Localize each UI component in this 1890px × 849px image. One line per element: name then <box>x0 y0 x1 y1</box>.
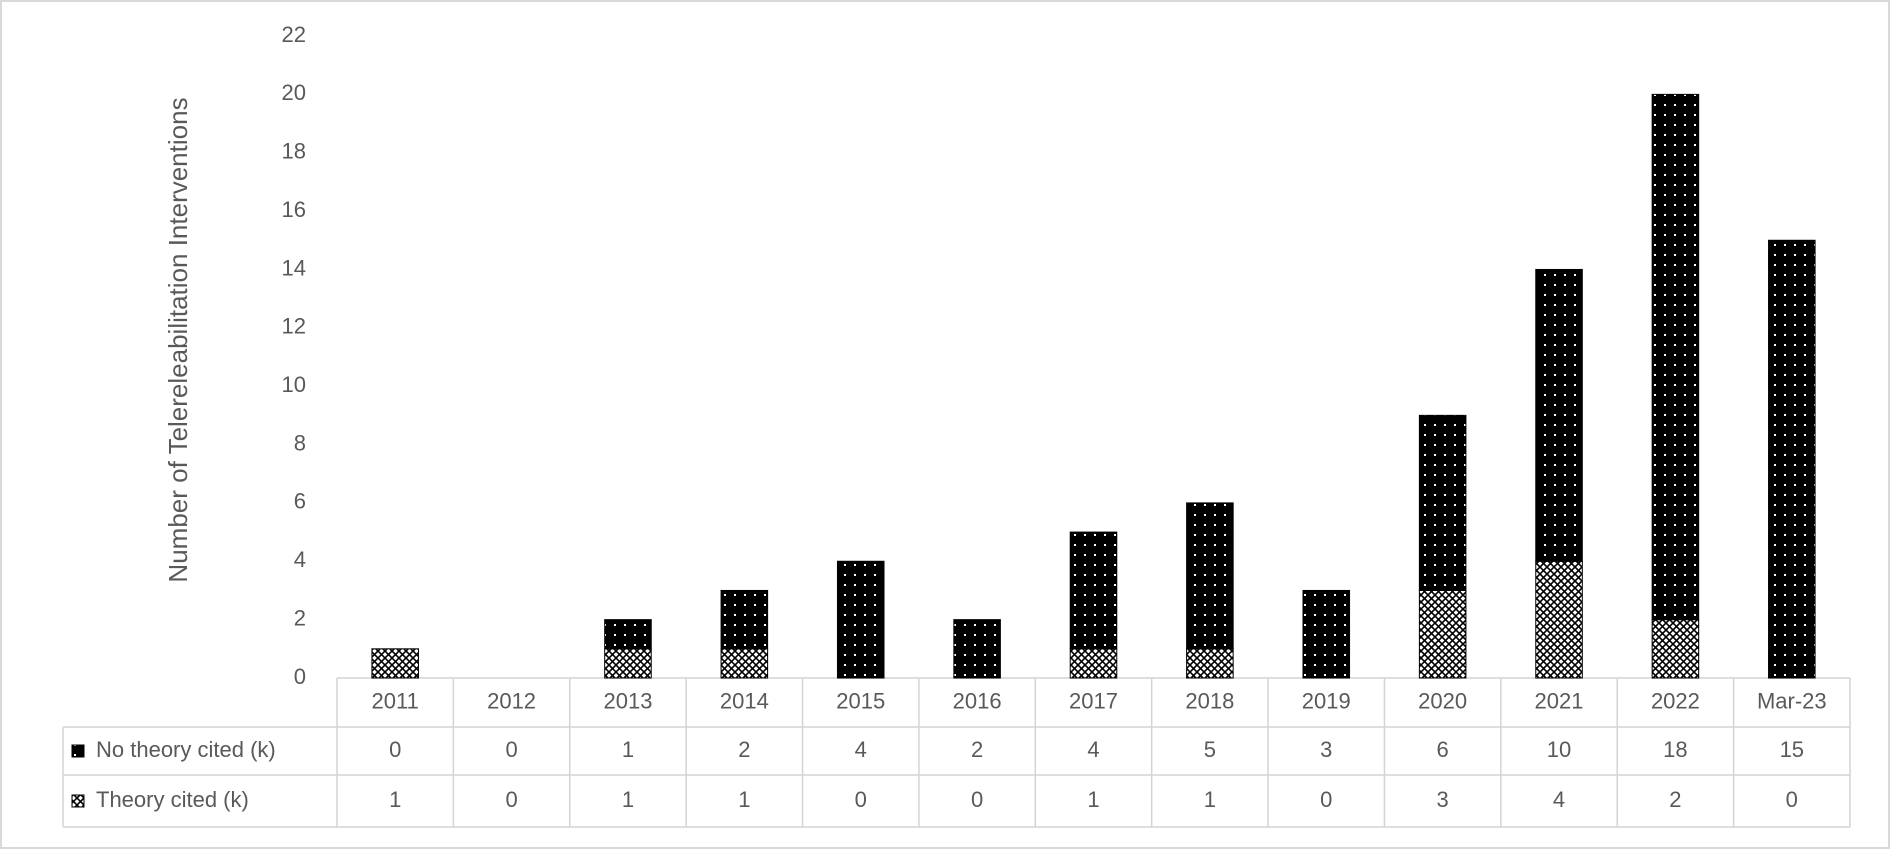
table-value: 1 <box>389 787 401 812</box>
bar-segment <box>1186 648 1234 679</box>
bar-segment <box>1535 560 1583 679</box>
table-value: 4 <box>1087 737 1099 762</box>
table-value: 1 <box>622 787 634 812</box>
table-value: 1 <box>738 787 750 812</box>
table-value: 0 <box>971 787 983 812</box>
table-value: 1 <box>622 737 634 762</box>
bar-segment <box>1302 589 1351 679</box>
table-value: 10 <box>1547 737 1571 762</box>
bar-segment <box>604 648 652 679</box>
x-tick-label: 2015 <box>836 688 885 713</box>
x-tick-label: 2017 <box>1069 688 1118 713</box>
x-tick-label: 2014 <box>720 688 769 713</box>
y-tick-label: 20 <box>282 80 306 105</box>
x-tick-label: 2022 <box>1651 688 1700 713</box>
bar-segment <box>953 619 1001 679</box>
table-value: 5 <box>1204 737 1216 762</box>
y-tick-label: 18 <box>282 139 306 164</box>
y-tick-label: 12 <box>282 314 306 339</box>
x-tick-label: 2020 <box>1418 688 1467 713</box>
y-tick-label: 2 <box>294 605 306 630</box>
table-value: 6 <box>1437 737 1449 762</box>
bar-segment <box>604 619 652 650</box>
table-value: 1 <box>1204 787 1216 812</box>
bar-segment <box>720 589 769 650</box>
table-value: 4 <box>1553 787 1565 812</box>
x-tick-label: 2019 <box>1302 688 1351 713</box>
table-value: 3 <box>1437 787 1449 812</box>
legend-label: Theory cited (k) <box>96 787 249 812</box>
x-tick-label: 2016 <box>953 688 1002 713</box>
bar-segment <box>1069 648 1118 679</box>
table-value: 18 <box>1663 737 1687 762</box>
bar-segment <box>1418 414 1467 591</box>
legend-swatch <box>71 794 85 808</box>
table-value: 0 <box>505 787 517 812</box>
y-tick-label: 16 <box>282 197 306 222</box>
legend-label: No theory cited (k) <box>96 737 276 762</box>
table-value: 3 <box>1320 737 1332 762</box>
bar-segment <box>1535 268 1583 562</box>
table-value: 0 <box>855 787 867 812</box>
bar-segment <box>371 648 419 679</box>
bar-segment <box>1418 589 1467 679</box>
y-tick-label: 22 <box>282 22 306 47</box>
table-value: 15 <box>1780 737 1804 762</box>
table-value: 2 <box>1669 787 1681 812</box>
table-value: 1 <box>1087 787 1099 812</box>
x-tick-label: 2013 <box>603 688 652 713</box>
x-tick-label: 2021 <box>1535 688 1584 713</box>
bar-segment <box>1768 239 1816 679</box>
x-tick-label: 2018 <box>1185 688 1234 713</box>
x-tick-label: 2011 <box>372 688 419 713</box>
y-axis-label: Number of Telereleabilitation Interventi… <box>163 97 193 582</box>
table-value: 4 <box>855 737 867 762</box>
table-value: 2 <box>971 737 983 762</box>
bar-segment <box>1651 619 1700 679</box>
table-value: 0 <box>505 737 517 762</box>
table-value: 0 <box>389 737 401 762</box>
table-value: 2 <box>738 737 750 762</box>
y-tick-label: 0 <box>294 664 306 689</box>
bar-segment <box>1069 531 1118 650</box>
x-tick-label: 2012 <box>487 688 536 713</box>
y-tick-label: 4 <box>294 547 306 572</box>
y-tick-label: 6 <box>294 489 306 514</box>
bar-segment <box>1186 502 1234 650</box>
y-tick-label: 10 <box>282 372 306 397</box>
y-tick-label: 8 <box>294 430 306 455</box>
table-value: 0 <box>1786 787 1798 812</box>
x-tick-label: Mar-23 <box>1757 688 1827 713</box>
legend-swatch <box>71 744 85 758</box>
y-tick-label: 14 <box>282 255 306 280</box>
bar-segment <box>720 648 769 679</box>
bar-segment <box>1651 93 1700 621</box>
table-value: 0 <box>1320 787 1332 812</box>
bar-segment <box>836 560 885 679</box>
